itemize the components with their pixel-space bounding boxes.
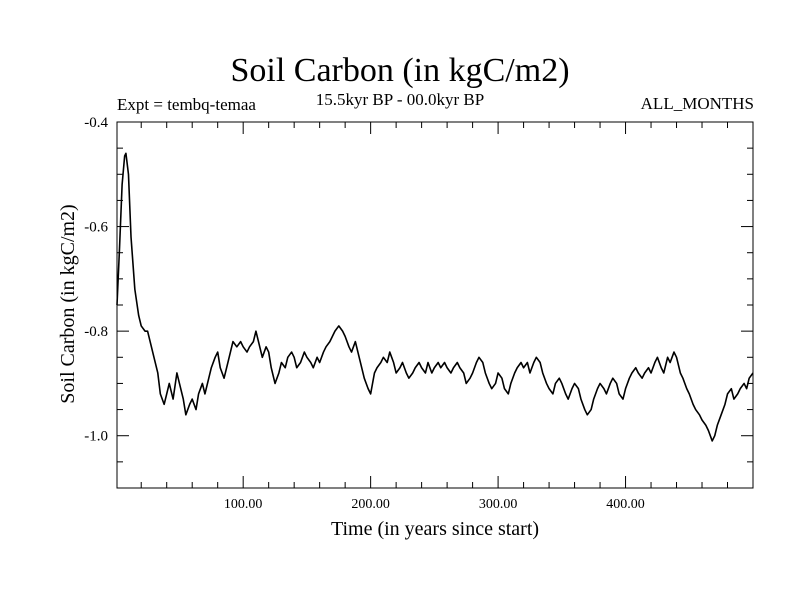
x-tick-label: 300.00 [479,497,518,512]
chart-title: Soil Carbon (in kgC/m2) [230,52,570,89]
major-ticks [117,121,753,488]
y-tick-label: -0.4 [84,115,108,131]
x-axis-label: Time (in years since start) [330,518,540,540]
x-tick-label: 400.00 [606,497,645,512]
y-tick-label: -0.6 [84,220,108,236]
x-tick-label: 100.00 [224,497,263,512]
y-tick-label: -0.8 [84,324,108,340]
chart-subtitle: 15.5kyr BP - 00.0kyr BP [315,90,485,109]
plot-frame [116,121,754,489]
series-line [116,152,754,442]
months-note: ALL_MONTHS [640,94,754,113]
tick-labels: 100.00 200.00 300.00 400.00 -0.4 -0.6 -0.8 -1.0 [84,115,645,512]
minor-ticks [117,122,753,489]
series-layer [116,152,754,442]
experiment-note: Expt = tembq-temaa [117,95,256,114]
x-tick-label: 200.00 [351,497,390,512]
y-axis-label: Soil Carbon (in kgC/m2) [57,204,79,404]
y-tick-label: -1.0 [84,429,108,445]
